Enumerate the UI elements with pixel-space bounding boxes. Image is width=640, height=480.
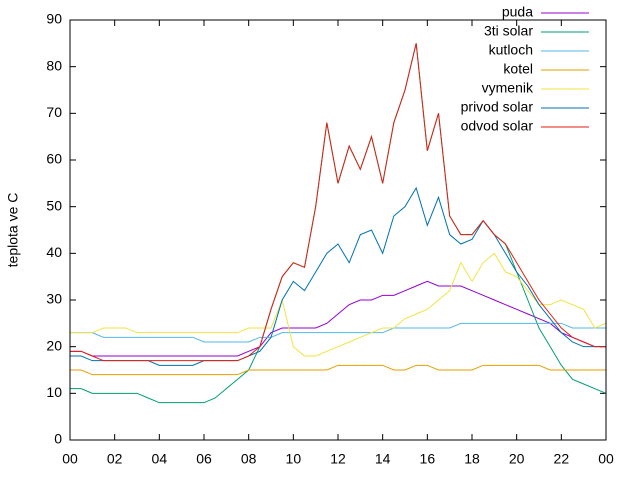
legend-label: privod solar xyxy=(461,99,534,115)
x-tick-label: 02 xyxy=(107,451,123,467)
series-line xyxy=(70,43,606,362)
y-tick-label: 0 xyxy=(54,431,62,447)
y-tick-label: 60 xyxy=(46,151,62,167)
legend-label: odvod solar xyxy=(461,118,534,134)
y-tick-label: 90 xyxy=(46,11,62,27)
x-tick-label: 14 xyxy=(375,451,391,467)
x-tick-label: 00 xyxy=(598,451,614,467)
y-tick-label: 10 xyxy=(46,384,62,400)
y-tick-label: 80 xyxy=(46,57,62,73)
series-line xyxy=(70,252,607,357)
x-tick-label: 00 xyxy=(62,451,78,467)
legend-label: kotel xyxy=(503,61,533,77)
x-tick-label: 10 xyxy=(286,451,302,467)
x-tick-label: 08 xyxy=(241,451,257,467)
y-tick-label: 20 xyxy=(46,337,62,353)
legend-label: vymenik xyxy=(482,80,534,96)
legend-label: kutloch xyxy=(489,42,533,58)
series-line xyxy=(70,364,606,376)
series-line xyxy=(70,280,606,357)
legend-label: puda xyxy=(502,4,533,20)
x-tick-label: 16 xyxy=(420,451,436,467)
series-line xyxy=(70,43,607,404)
series-line xyxy=(70,186,606,366)
y-tick-label: 40 xyxy=(46,244,62,260)
x-tick-label: 20 xyxy=(509,451,525,467)
x-tick-label: 06 xyxy=(196,451,212,467)
x-tick-label: 18 xyxy=(464,451,480,467)
plot-frame xyxy=(69,19,607,441)
y-axis-label: teplota ve C xyxy=(5,193,21,268)
y-tick-label: 50 xyxy=(46,197,62,213)
y-tick-label: 70 xyxy=(46,104,62,120)
legend-label: 3ti solar xyxy=(484,23,533,39)
x-tick-label: 22 xyxy=(554,451,570,467)
x-tick-label: 12 xyxy=(330,451,346,467)
y-tick-label: 30 xyxy=(46,291,62,307)
x-tick-label: 04 xyxy=(152,451,168,467)
series-line xyxy=(70,322,606,343)
